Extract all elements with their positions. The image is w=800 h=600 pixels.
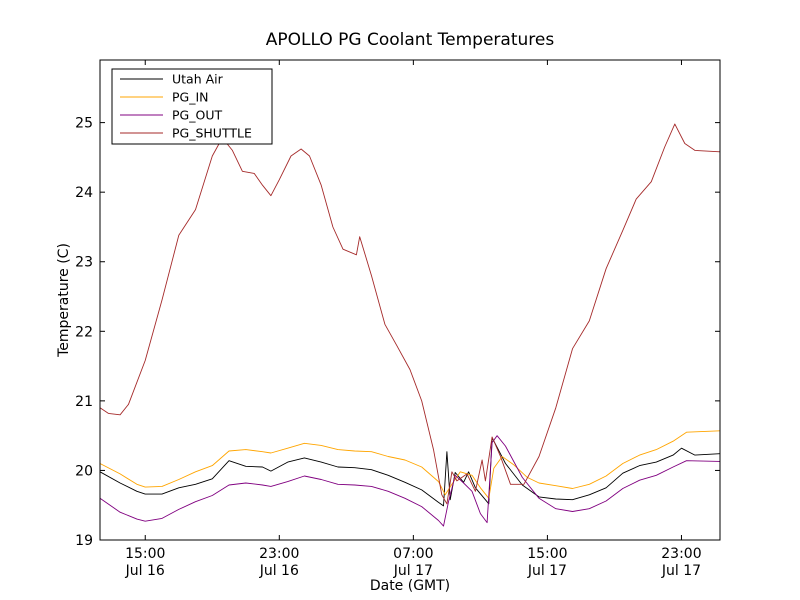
- series-line-pg-in: [99, 430, 721, 499]
- y-tick-label: 21: [75, 394, 93, 410]
- y-tick-label: 23: [75, 255, 93, 271]
- legend: Utah Air PG_IN PG_OUT PG_SHUTTLE: [111, 68, 273, 145]
- plot-frame: [99, 59, 721, 541]
- x-tick-label-date: Jul 17: [661, 563, 701, 579]
- series-line-pg-out: [99, 435, 721, 527]
- legend-label-pg-out: PG_OUT: [172, 108, 222, 123]
- legend-label-pg-in: PG_IN: [172, 90, 209, 105]
- legend-label-pg-shuttle: PG_SHUTTLE: [172, 126, 252, 141]
- x-tick-label-time: 07:00: [393, 546, 433, 562]
- y-tick-label: 22: [75, 324, 93, 340]
- x-tick-label-time: 23:00: [661, 546, 701, 562]
- chart-title: APOLLO PG Coolant Temperatures: [266, 30, 555, 50]
- y-axis-label: Temperature (C): [56, 243, 72, 358]
- y-tick-label: 24: [75, 185, 93, 201]
- x-tick-label-date: Jul 17: [393, 563, 433, 579]
- x-tick-label-date: Jul 16: [259, 563, 299, 579]
- x-tick-label-time: 23:00: [259, 546, 299, 562]
- x-tick-label-date: Jul 17: [527, 563, 567, 579]
- x-tick-label-time: 15:00: [125, 546, 165, 562]
- legend-label-utah-air: Utah Air: [172, 72, 224, 87]
- y-tick-label: 19: [75, 533, 93, 549]
- legend-box: [111, 68, 273, 145]
- series-line-utah-air: [99, 437, 721, 507]
- x-tick-label-time: 15:00: [527, 546, 567, 562]
- x-tick-label-date: Jul 16: [125, 563, 165, 579]
- y-tick-label: 20: [75, 463, 93, 479]
- y-tick-label: 25: [75, 116, 93, 132]
- x-axis-label: Date (GMT): [370, 578, 450, 594]
